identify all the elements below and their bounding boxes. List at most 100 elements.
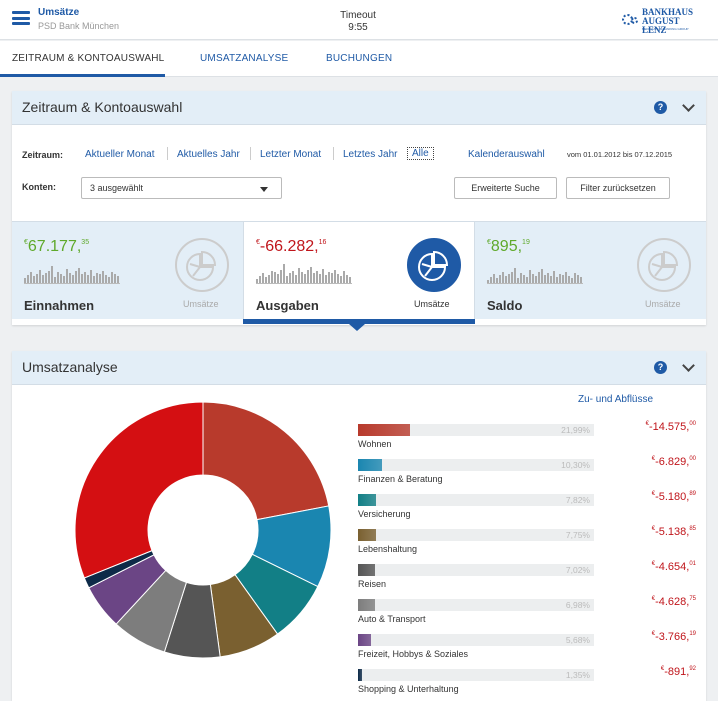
sparkline-bar xyxy=(295,275,297,284)
category-percent: 6,98% xyxy=(565,600,590,610)
period-all[interactable]: Alle xyxy=(407,147,434,160)
sparkline-bar xyxy=(271,271,273,284)
tab-zeitraum[interactable]: ZEITRAUM & KONTOAUSWAHL xyxy=(12,53,165,64)
sparkline-bar xyxy=(541,269,543,284)
pie-chart-icon[interactable] xyxy=(407,238,461,292)
period-current-month[interactable]: Aktueller Monat xyxy=(85,149,155,160)
analysis-panel: Umsatzanalyse ? Zu- und Abflüsse 21,99% W… xyxy=(12,351,706,701)
sparkline-bar xyxy=(36,274,38,284)
category-row[interactable]: 7,82% Versicherung €-5.180,89 xyxy=(358,491,698,523)
inflow-outflow-link[interactable]: Zu- und Abflüsse xyxy=(578,394,654,405)
category-row[interactable]: 6,98% Auto & Transport €-4.628,75 xyxy=(358,596,698,628)
category-row[interactable]: 5,68% Freizeit, Hobbys & Soziales €-3.766,… xyxy=(358,631,698,663)
menu-icon[interactable] xyxy=(12,11,30,25)
sparkline-bar xyxy=(108,277,110,284)
reset-filter-button[interactable]: Filter zurücksetzen xyxy=(566,177,670,199)
sparkline-bar xyxy=(526,277,528,284)
extended-search-button[interactable]: Erweiterte Suche xyxy=(454,177,557,199)
category-row[interactable]: 21,99% Wohnen €-14.575,00 xyxy=(358,421,698,453)
summary-strip: €67.177,35 Einnahmen Umsätze €-66.282,16… xyxy=(12,221,706,320)
category-percent: 7,75% xyxy=(565,530,590,540)
category-amount: €-4.654,01 xyxy=(651,561,696,573)
logo-line-3: MEDIOLANUM BANKING GROUP xyxy=(642,27,689,31)
sparkline-bar xyxy=(559,274,561,284)
category-bar-fill xyxy=(358,564,375,576)
sparkline-bar xyxy=(87,275,89,284)
category-label: Shopping & Unterhaltung xyxy=(358,684,459,694)
period-label: Zeitraum: xyxy=(22,150,64,160)
chevron-down-icon[interactable] xyxy=(682,99,695,112)
top-bar: Umsätze PSD Bank München Timeout 9:55 BA… xyxy=(0,0,718,40)
sparkline-bar xyxy=(328,272,330,284)
sparkline-bar xyxy=(259,276,261,284)
sparkline-bar xyxy=(505,276,507,284)
sparkline-bar xyxy=(292,271,294,284)
sparkline-bar xyxy=(532,274,534,284)
donut-slice[interactable] xyxy=(202,401,330,521)
sparkline-bar xyxy=(33,276,35,284)
summary-card-expenses[interactable]: €-66.282,16 Ausgaben Umsätze xyxy=(243,222,475,320)
accounts-label: Konten: xyxy=(22,182,56,192)
sparkline-bar xyxy=(496,278,498,284)
pie-icon xyxy=(418,250,449,281)
expense-donut-chart[interactable] xyxy=(74,401,332,659)
category-label: Wohnen xyxy=(358,439,392,449)
gear-icon xyxy=(631,17,638,24)
sparkline-bar xyxy=(72,275,74,284)
chevron-down-icon[interactable] xyxy=(682,359,695,372)
sparkline-bar xyxy=(322,269,324,284)
timeout-value: 9:55 xyxy=(348,22,368,33)
sparkline-baseline xyxy=(24,283,120,284)
category-row[interactable]: 7,02% Reisen €-4.654,01 xyxy=(358,561,698,593)
period-current-year[interactable]: Aktuelles Jahr xyxy=(177,149,240,160)
transactions-link[interactable]: Umsätze xyxy=(645,299,681,309)
help-icon[interactable]: ? xyxy=(654,101,667,114)
category-amount: €-4.628,75 xyxy=(651,596,696,608)
category-row[interactable]: 1,35% Shopping & Unterhaltung €-891,92 xyxy=(358,666,698,698)
logo-line-1: BANKHAUS xyxy=(642,7,694,17)
sparkline-bar xyxy=(301,272,303,284)
panel-title: Umsatzanalyse xyxy=(22,359,118,375)
sparkline-bar xyxy=(508,274,510,284)
sparkline-bar xyxy=(487,280,489,284)
period-last-month[interactable]: Letzter Monat xyxy=(260,149,322,160)
sparkline-bar xyxy=(256,279,258,284)
sparkline-bar xyxy=(577,275,579,284)
sparkline-bar xyxy=(493,274,495,284)
sparkline-bar xyxy=(39,270,41,284)
income-sparkline xyxy=(24,258,124,284)
sparkline-bar xyxy=(265,277,267,284)
category-percent: 21,99% xyxy=(561,425,590,435)
tab-buchungen[interactable]: BUCHUNGEN xyxy=(326,53,393,64)
help-icon[interactable]: ? xyxy=(654,361,667,374)
sparkline-bar xyxy=(490,277,492,284)
category-bar: 7,82% xyxy=(358,494,594,506)
category-label: Reisen xyxy=(358,579,387,589)
transactions-link[interactable]: Umsätze xyxy=(414,299,450,309)
sparkline-bar xyxy=(571,278,573,284)
period-last-year[interactable]: Letztes Jahr xyxy=(343,149,398,160)
category-row[interactable]: 7,75% Lebenshaltung €-5.138,85 xyxy=(358,526,698,558)
transactions-link[interactable]: Umsätze xyxy=(183,299,219,309)
category-label: Lebenshaltung xyxy=(358,544,418,554)
summary-card-balance[interactable]: €895,19 Saldo Umsätze xyxy=(475,222,706,320)
tab-umsatzanalyse[interactable]: UMSATZANALYSE xyxy=(200,53,289,64)
sparkline-bar xyxy=(574,273,576,284)
sparkline-bar xyxy=(499,275,501,284)
category-bar-fill xyxy=(358,494,377,506)
accounts-select[interactable]: 3 ausgewählt xyxy=(81,177,282,199)
category-row[interactable]: 10,30% Finanzen & Beratung €-6.829,00 xyxy=(358,456,698,488)
category-bar: 21,99% xyxy=(358,424,594,436)
sparkline-bar xyxy=(298,268,300,284)
sparkline-bar xyxy=(319,274,321,284)
donut-slice[interactable] xyxy=(74,401,204,579)
calendar-selection-link[interactable]: Kalenderauswahl xyxy=(468,149,545,160)
sparkline-bar xyxy=(349,277,351,284)
pie-chart-icon[interactable] xyxy=(637,238,691,292)
pie-chart-icon[interactable] xyxy=(175,238,229,292)
sparkline-bar xyxy=(502,272,504,284)
sparkline-bar xyxy=(544,275,546,284)
summary-card-income[interactable]: €67.177,35 Einnahmen Umsätze xyxy=(12,222,243,320)
category-bar: 7,02% xyxy=(358,564,594,576)
income-amount: €67.177,35 xyxy=(24,238,90,255)
